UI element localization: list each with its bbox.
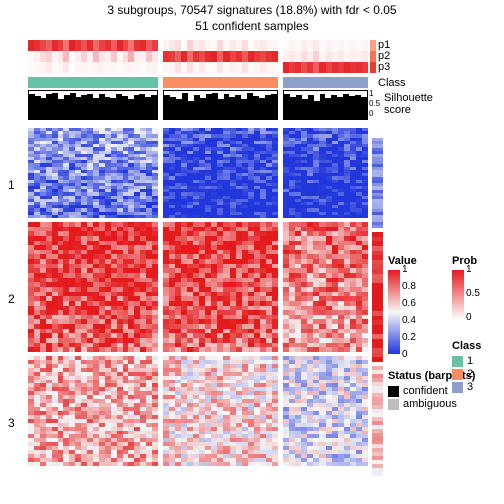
class-annotation	[28, 77, 368, 88]
row-cluster-labels: 123	[8, 138, 15, 480]
silhouette-scale: 1 0.5 0	[369, 90, 380, 120]
legend-swatch	[388, 399, 399, 410]
class-legend-title: Class	[452, 340, 481, 352]
probability-annotation	[28, 40, 368, 73]
legend-swatch	[388, 386, 399, 397]
class-legend: Class 123	[452, 340, 481, 394]
silhouette-annotation	[28, 90, 368, 120]
heatmap-complex	[28, 40, 368, 466]
legend-item: 3	[452, 381, 481, 393]
legend-swatch	[452, 356, 463, 367]
row-cluster-label: 1	[8, 138, 15, 232]
prob-row-labels: p1p2p3	[378, 40, 390, 73]
row-cluster-label: 2	[8, 232, 15, 366]
prob-colorbar: 10.50	[452, 270, 464, 320]
prob-label-swatches	[370, 40, 376, 73]
prob-legend: Prob 10.50	[452, 255, 477, 320]
row-mean-strip	[372, 138, 383, 476]
class-label: Class	[378, 77, 406, 89]
legend-label: ambiguous	[403, 398, 457, 410]
value-legend: Value 10.80.60.40.20	[388, 255, 417, 354]
value-colorbar: 10.80.60.40.20	[388, 270, 400, 354]
title-line-2: 51 confident samples	[0, 19, 504, 35]
legend-swatch	[452, 369, 463, 380]
value-colorbar-ticks: 10.80.60.40.20	[402, 265, 416, 367]
legend-item: ambiguous	[388, 398, 475, 410]
prob-row-label: p3	[378, 62, 390, 73]
legend-label: 3	[467, 381, 473, 393]
legend-item: 2	[452, 368, 481, 380]
heatmap-body	[28, 128, 368, 466]
legend-label: 2	[467, 368, 473, 380]
legend-swatch	[452, 382, 463, 393]
chart-title: 3 subgroups, 70547 signatures (18.8%) wi…	[0, 0, 504, 34]
silhouette-label: Silhouettescore	[384, 92, 433, 116]
legend-label: 1	[467, 355, 473, 367]
legend-item: 1	[452, 355, 481, 367]
prob-colorbar-ticks: 10.50	[466, 265, 480, 337]
row-cluster-label: 3	[8, 366, 15, 480]
title-line-1: 3 subgroups, 70547 signatures (18.8%) wi…	[0, 3, 504, 19]
legend-label: confident	[403, 385, 448, 397]
